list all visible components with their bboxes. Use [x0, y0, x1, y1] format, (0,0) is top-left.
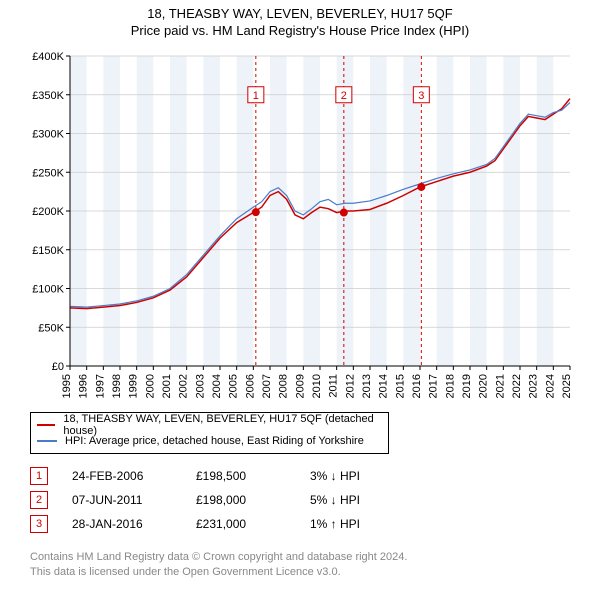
svg-text:1998: 1998: [111, 374, 123, 398]
svg-text:2001: 2001: [161, 374, 173, 398]
svg-text:2017: 2017: [428, 374, 440, 398]
legend-row: HPI: Average price, detached house, East…: [37, 433, 382, 449]
svg-text:£300K: £300K: [32, 129, 64, 141]
svg-text:2025: 2025: [561, 374, 573, 398]
event-diff: 5% ↓ HPI: [310, 493, 430, 507]
svg-text:2021: 2021: [494, 374, 506, 398]
svg-text:2005: 2005: [228, 374, 240, 398]
events-table: 1 24-FEB-2006 £198,500 3% ↓ HPI 2 07-JUN…: [30, 464, 600, 536]
svg-text:1996: 1996: [78, 374, 90, 398]
svg-text:2024: 2024: [544, 374, 556, 398]
svg-text:2016: 2016: [411, 374, 423, 398]
svg-text:£0: £0: [52, 361, 64, 373]
footer-line-1: Contains HM Land Registry data © Crown c…: [30, 550, 600, 565]
event-marker-2: 2: [30, 491, 48, 509]
svg-text:2003: 2003: [194, 374, 206, 398]
svg-text:1995: 1995: [61, 374, 73, 398]
svg-text:2: 2: [341, 90, 347, 102]
svg-text:2020: 2020: [478, 374, 490, 398]
svg-text:2023: 2023: [528, 374, 540, 398]
event-price: £198,500: [196, 469, 286, 483]
svg-text:2015: 2015: [394, 374, 406, 398]
legend-label-property: 18, THEASBY WAY, LEVEN, BEVERLEY, HU17 5…: [63, 413, 382, 437]
svg-text:2018: 2018: [444, 374, 456, 398]
event-price: £198,000: [196, 493, 286, 507]
svg-text:2019: 2019: [461, 374, 473, 398]
svg-text:2008: 2008: [278, 374, 290, 398]
svg-text:£250K: £250K: [32, 167, 64, 179]
svg-text:£200K: £200K: [32, 206, 64, 218]
svg-text:2010: 2010: [311, 374, 323, 398]
event-date: 07-JUN-2011: [72, 493, 172, 507]
titles: 18, THEASBY WAY, LEVEN, BEVERLEY, HU17 5…: [0, 0, 600, 38]
svg-text:£150K: £150K: [32, 245, 64, 257]
svg-text:£350K: £350K: [32, 90, 64, 102]
event-date: 24-FEB-2006: [72, 469, 172, 483]
svg-text:2002: 2002: [178, 374, 190, 398]
svg-text:1999: 1999: [128, 374, 140, 398]
event-marker-1: 1: [30, 467, 48, 485]
svg-text:2011: 2011: [328, 374, 340, 398]
event-marker-3: 3: [30, 515, 48, 533]
legend-label-hpi: HPI: Average price, detached house, East…: [65, 435, 364, 447]
legend: 18, THEASBY WAY, LEVEN, BEVERLEY, HU17 5…: [30, 412, 389, 454]
svg-text:1997: 1997: [94, 374, 106, 398]
event-diff: 1% ↑ HPI: [310, 517, 430, 531]
legend-swatch-hpi: [37, 440, 57, 442]
svg-text:3: 3: [418, 90, 424, 102]
title-address: 18, THEASBY WAY, LEVEN, BEVERLEY, HU17 5…: [0, 6, 600, 21]
event-row: 1 24-FEB-2006 £198,500 3% ↓ HPI: [30, 464, 600, 488]
event-row: 2 07-JUN-2011 £198,000 5% ↓ HPI: [30, 488, 600, 512]
svg-text:2013: 2013: [361, 374, 373, 398]
svg-text:2009: 2009: [294, 374, 306, 398]
chart-area: £0 £50K £100K £150K £200K £250K £300K £350K £400…: [20, 46, 580, 406]
svg-text:2004: 2004: [211, 374, 223, 398]
svg-text:£400K: £400K: [32, 51, 64, 63]
svg-text:2000: 2000: [144, 374, 156, 398]
svg-text:£100K: £100K: [32, 284, 64, 296]
footer: Contains HM Land Registry data © Crown c…: [30, 550, 600, 580]
event-diff: 3% ↓ HPI: [310, 469, 430, 483]
svg-text:1: 1: [253, 90, 259, 102]
legend-row: 18, THEASBY WAY, LEVEN, BEVERLEY, HU17 5…: [37, 417, 382, 433]
svg-text:2007: 2007: [261, 374, 273, 398]
svg-text:2022: 2022: [511, 374, 523, 398]
svg-text:£50K: £50K: [38, 322, 64, 334]
footer-line-2: This data is licensed under the Open Gov…: [30, 565, 600, 580]
svg-text:2006: 2006: [244, 374, 256, 398]
legend-swatch-property: [37, 424, 55, 426]
event-date: 28-JAN-2016: [72, 517, 172, 531]
svg-text:2012: 2012: [344, 374, 356, 398]
chart-container: 18, THEASBY WAY, LEVEN, BEVERLEY, HU17 5…: [0, 0, 600, 580]
svg-text:2014: 2014: [378, 374, 390, 398]
event-price: £231,000: [196, 517, 286, 531]
event-row: 3 28-JAN-2016 £231,000 1% ↑ HPI: [30, 512, 600, 536]
title-subtitle: Price paid vs. HM Land Registry's House …: [0, 23, 600, 38]
chart-svg: £0 £50K £100K £150K £200K £250K £300K £350K £400…: [20, 46, 580, 406]
